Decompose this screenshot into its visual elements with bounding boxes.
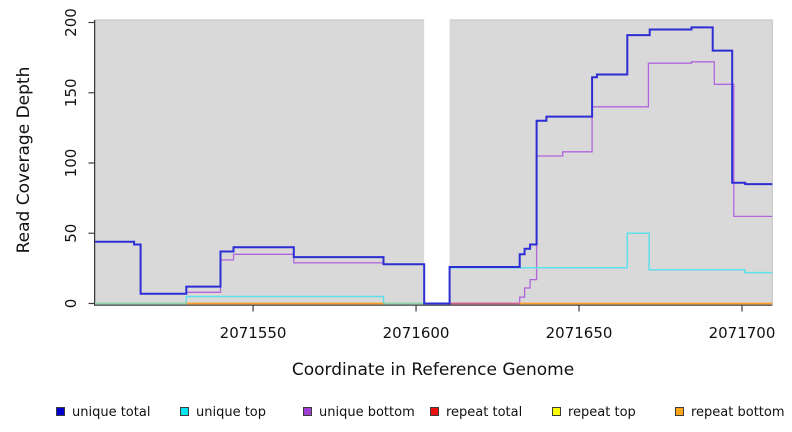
y-axis-tick-label: 50: [62, 224, 80, 243]
x-axis-tick-label: 2071650: [546, 324, 613, 342]
x-axis-tick-label: 2071700: [709, 324, 776, 342]
y-axis-tick-label: 100: [62, 149, 80, 178]
series-unique-bottom: [95, 61, 773, 305]
x-axis-tick-label: 2071550: [220, 324, 287, 342]
series-unique-top: [95, 232, 773, 305]
no-data-band: [424, 19, 450, 305]
y-axis-tick-label: 150: [62, 78, 80, 107]
y-axis-tick-label: 0: [62, 299, 80, 309]
series-unique-total: [95, 26, 773, 305]
x-axis-title: Coordinate in Reference Genome: [291, 360, 575, 380]
x-axis-tick-label: 2071600: [383, 324, 450, 342]
y-axis-tick-label: 200: [62, 8, 80, 37]
y-axis-title: Read Coverage Depth: [14, 66, 34, 254]
